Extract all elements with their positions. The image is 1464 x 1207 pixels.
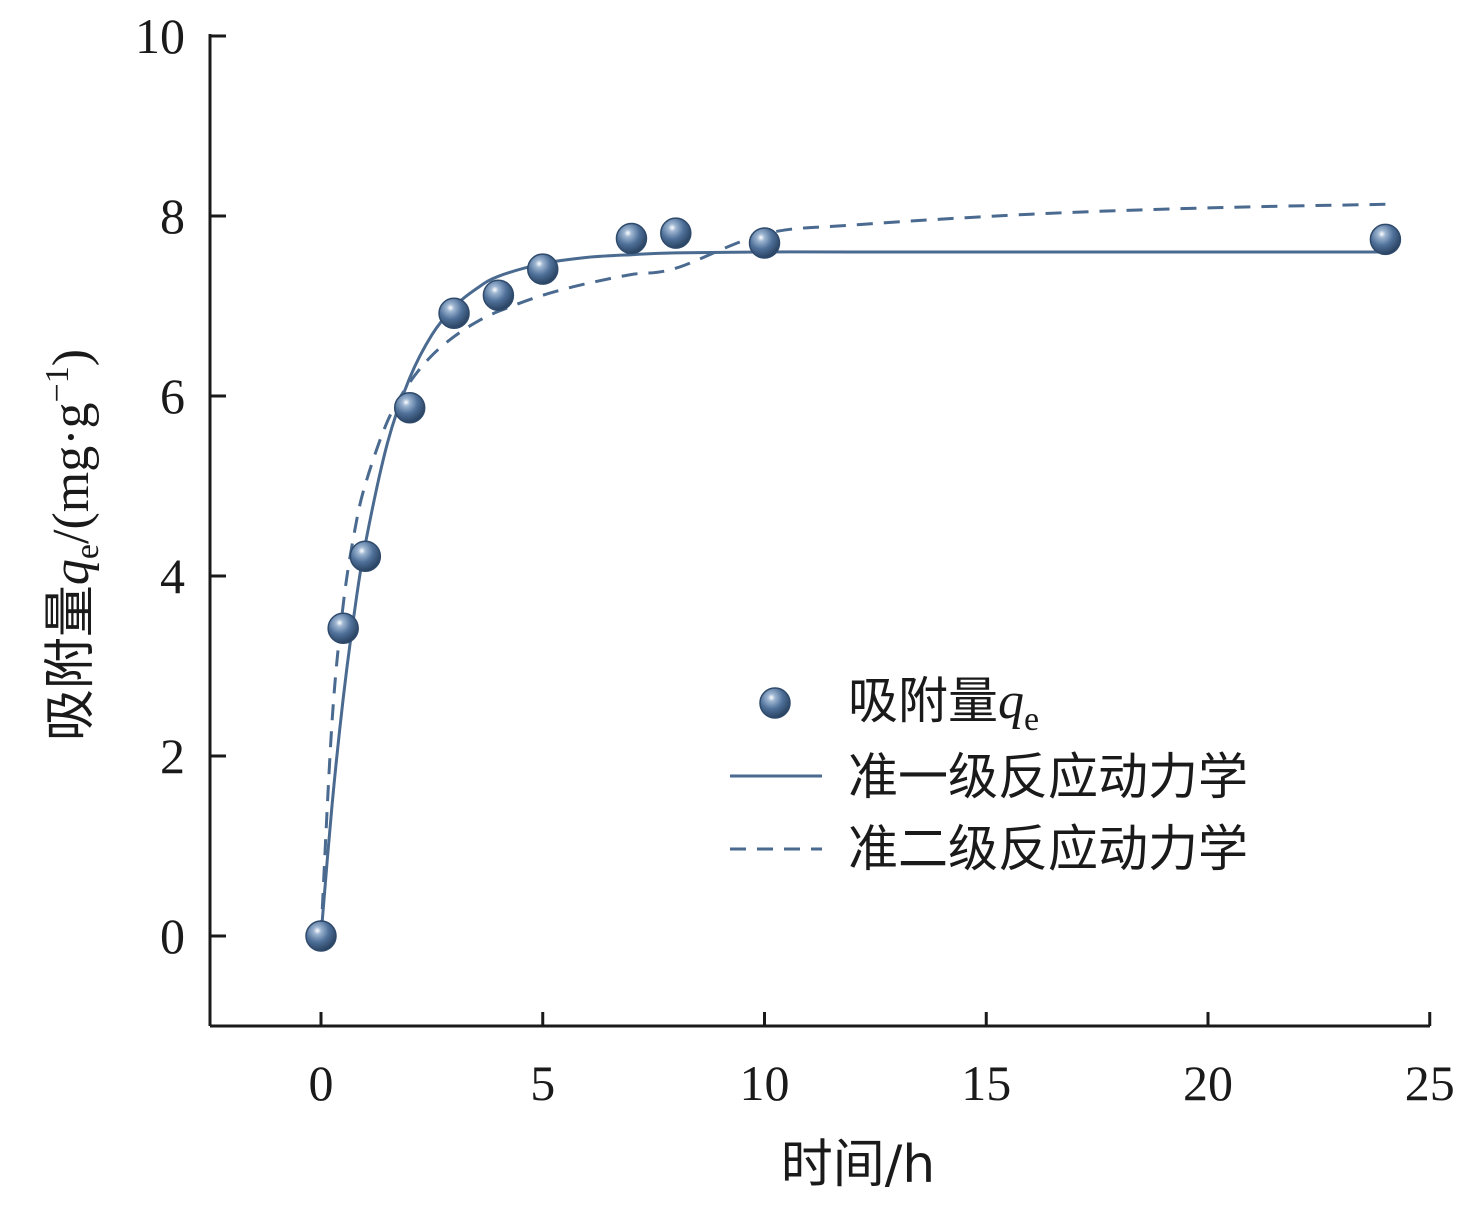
x-tick-label: 20 bbox=[1183, 1055, 1233, 1111]
y-axis-ticks: 0 2 4 6 8 10 bbox=[135, 8, 226, 964]
legend: 吸附量qe 准一级反应动力学 准二级反应动力学 bbox=[730, 672, 1248, 878]
y-tick-label: 4 bbox=[160, 548, 185, 604]
y-tick-label: 10 bbox=[135, 8, 185, 64]
y-tick-label: 0 bbox=[160, 908, 185, 964]
legend-label-pseudo-second-order: 准二级反应动力学 bbox=[848, 820, 1248, 878]
data-point bbox=[1369, 223, 1402, 256]
axes: 0 5 10 15 20 25 0 2 4 6 8 10 bbox=[135, 8, 1455, 1111]
data-point bbox=[438, 297, 470, 329]
data-point bbox=[615, 222, 648, 255]
y-axis-title: 吸附量qe/(mg·g−1) bbox=[39, 349, 106, 741]
x-tick-label: 25 bbox=[1405, 1055, 1455, 1111]
data-point bbox=[327, 612, 359, 644]
legend-label-adsorption: 吸附量qe bbox=[848, 672, 1039, 738]
y-tick-label: 2 bbox=[160, 728, 185, 784]
data-point bbox=[527, 253, 559, 285]
y-axis-title-prefix: 吸附量 bbox=[41, 585, 101, 741]
data-point bbox=[349, 540, 382, 572]
data-point bbox=[748, 227, 781, 259]
y-tick-label: 6 bbox=[160, 368, 185, 424]
data-point bbox=[660, 217, 692, 249]
legend-label-var: q bbox=[998, 673, 1024, 730]
data-point bbox=[305, 920, 337, 952]
y-axis-title-close: ) bbox=[43, 349, 100, 366]
x-tick-label: 10 bbox=[740, 1055, 790, 1111]
legend-label-pseudo-first-order: 准一级反应动力学 bbox=[848, 748, 1248, 806]
x-axis-title: 时间/h bbox=[781, 1135, 935, 1195]
legend-label-sub: e bbox=[1024, 701, 1039, 738]
legend-label-prefix: 吸附量 bbox=[848, 672, 998, 730]
x-tick-label: 5 bbox=[530, 1055, 555, 1111]
x-axis-ticks: 0 5 10 15 20 25 bbox=[309, 1012, 1455, 1111]
y-axis-title-sup: −1 bbox=[39, 366, 76, 402]
legend-item-adsorption: 吸附量qe bbox=[759, 672, 1039, 738]
x-tick-label: 15 bbox=[961, 1055, 1011, 1111]
legend-item-pseudo-first-order: 准一级反应动力学 bbox=[730, 748, 1248, 806]
data-point bbox=[393, 391, 426, 424]
data-point bbox=[482, 279, 515, 311]
pseudo-first-order-curve bbox=[319, 250, 1386, 937]
y-axis-title-unit: /(mg·g bbox=[43, 402, 100, 544]
data-points bbox=[305, 217, 1402, 952]
legend-item-pseudo-second-order: 准二级反应动力学 bbox=[730, 820, 1248, 878]
legend-marker-point bbox=[759, 687, 791, 719]
y-tick-label: 8 bbox=[160, 188, 185, 244]
y-axis-title-var: q bbox=[43, 559, 100, 585]
x-tick-label: 0 bbox=[309, 1055, 334, 1111]
y-axis-title-sub: e bbox=[69, 544, 106, 559]
